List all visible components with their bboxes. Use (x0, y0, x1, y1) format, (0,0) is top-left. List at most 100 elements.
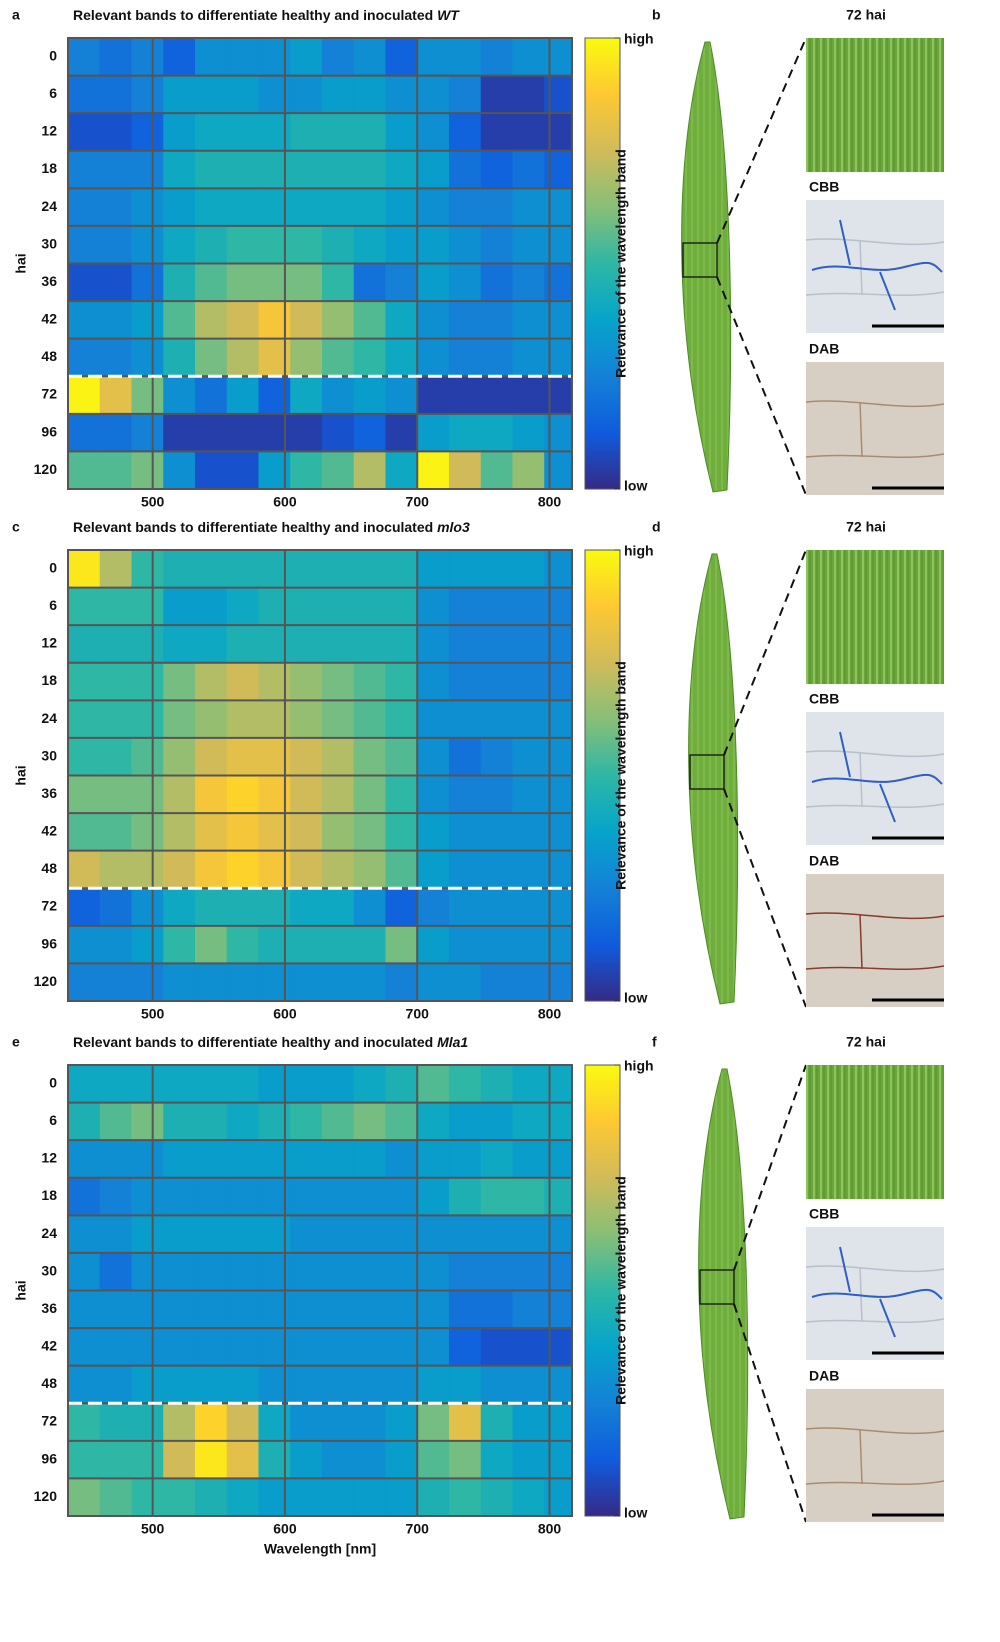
heat-cell (544, 1140, 573, 1179)
heat-cell (131, 775, 164, 814)
heat-cell (353, 413, 387, 452)
heat-cell (353, 813, 387, 852)
heat-cell (385, 225, 418, 264)
heat-cell (194, 1478, 228, 1517)
heat-cell (163, 1215, 196, 1254)
heat-cell (258, 338, 291, 377)
x-tick-label: 800 (538, 1521, 562, 1537)
heat-cell (194, 813, 228, 852)
heat-cell (353, 737, 387, 776)
heat-cell (68, 1478, 101, 1517)
heat-cell (290, 888, 323, 927)
y-tick-label: 24 (41, 710, 57, 726)
heat-cell (512, 1440, 545, 1479)
y-tick-label: 42 (41, 311, 57, 327)
heat-cell (544, 1478, 573, 1517)
x-tick-label: 800 (538, 494, 562, 510)
heat-cell (480, 888, 514, 927)
heat-cell (448, 888, 482, 927)
heat-cell (131, 1328, 164, 1367)
heat-cell (417, 1065, 450, 1103)
heat-cell (194, 301, 228, 340)
heat-cell (544, 150, 573, 189)
heat-cell (290, 38, 323, 76)
heat-cell (544, 301, 573, 340)
heat-cell (226, 1252, 260, 1291)
heat-cell (321, 1365, 355, 1404)
y-tick-label: 12 (41, 635, 57, 651)
heat-cell (194, 1215, 228, 1254)
heat-cell (480, 550, 514, 588)
heat-cell (385, 888, 418, 927)
heat-cell (321, 587, 355, 626)
heat-cell (544, 775, 573, 814)
heat-cell (163, 737, 196, 776)
heat-cell (194, 850, 228, 889)
heat-cell (353, 850, 387, 889)
heat-cell (99, 1478, 133, 1517)
heat-cell (226, 263, 260, 302)
y-tick-label: 42 (41, 823, 57, 839)
heat-cell (480, 38, 514, 76)
heat-cell (385, 850, 418, 889)
heat-cell (448, 1140, 482, 1179)
heat-cell (99, 451, 133, 490)
cell-walls (805, 912, 945, 970)
heat-cell (417, 1140, 450, 1179)
heat-cell (226, 75, 260, 114)
heat-cell (512, 1177, 545, 1216)
heat-cell (258, 263, 291, 302)
heat-cell (385, 1102, 418, 1141)
heat-cell (290, 113, 323, 152)
heat-cell (448, 1065, 482, 1103)
heat-cell (258, 451, 291, 490)
heat-cell (321, 700, 355, 739)
heat-cell (353, 338, 387, 377)
heat-cell (68, 1177, 101, 1216)
heat-cell (131, 1252, 164, 1291)
heat-cell (321, 376, 355, 415)
heat-cell (353, 38, 387, 76)
heat-cell (131, 301, 164, 340)
plot-frame (67, 549, 573, 1002)
y-tick-label: 12 (41, 1150, 57, 1166)
y-axis-label: hai (13, 765, 29, 785)
colorbar-tick-label: low (624, 990, 647, 1006)
heat-cell (290, 338, 323, 377)
heat-cell (417, 625, 450, 664)
heat-cell (194, 1177, 228, 1216)
heat-cell (99, 38, 133, 76)
heat-cell (194, 1440, 228, 1479)
heat-cell (131, 813, 164, 852)
heat-cell (163, 451, 196, 490)
y-tick-label: 6 (49, 1112, 57, 1128)
heat-cell (290, 587, 323, 626)
heat-cell (480, 263, 514, 302)
heat-cell (385, 413, 418, 452)
heat-cell (258, 188, 291, 227)
stain-label: CBB (809, 179, 839, 195)
heat-cell (480, 700, 514, 739)
heat-cell (258, 113, 291, 152)
heat-cell (512, 301, 545, 340)
heat-cell (321, 1102, 355, 1141)
y-tick-label: 30 (41, 235, 57, 251)
heat-cell (353, 550, 387, 588)
heat-cell (68, 451, 101, 490)
heat-cell (512, 338, 545, 377)
heat-cell (353, 888, 387, 927)
hyphae (811, 219, 943, 311)
zoom-image (806, 550, 944, 684)
heat-cell (194, 113, 228, 152)
heat-cell (226, 587, 260, 626)
heat-cell (353, 188, 387, 227)
heat-cell (163, 550, 196, 588)
heat-cell (99, 1065, 133, 1103)
heat-cell (321, 813, 355, 852)
heat-cell (68, 1403, 101, 1442)
heat-cell (226, 1328, 260, 1367)
heat-cell (417, 263, 450, 302)
heat-cell (480, 1403, 514, 1442)
cell-walls (805, 1427, 945, 1485)
heat-cell (194, 1065, 228, 1103)
